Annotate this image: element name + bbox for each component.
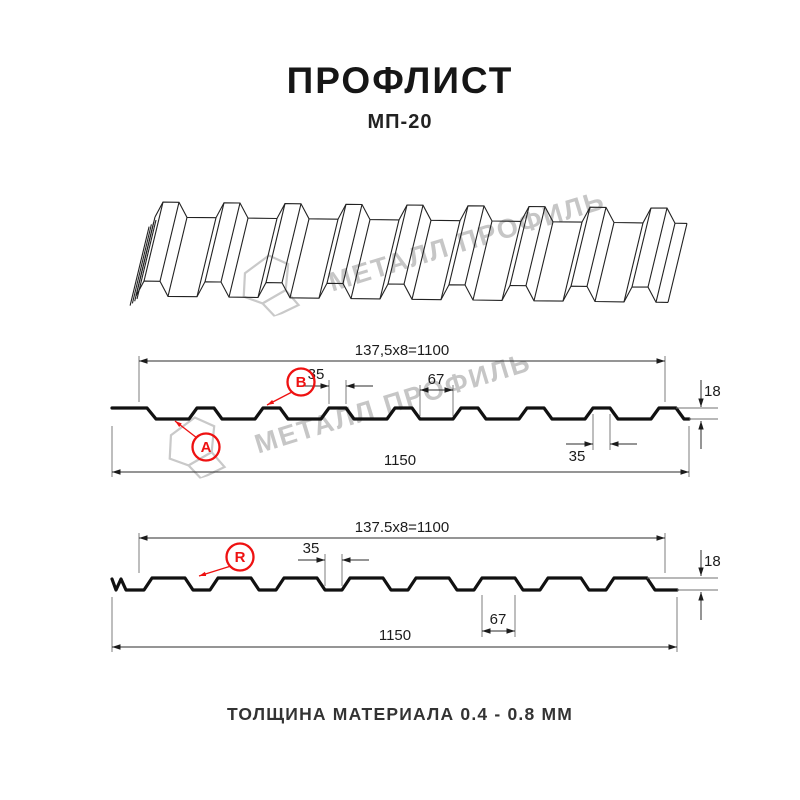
dim-profile-height-bottom: 18 [704, 553, 721, 570]
dim-overall-width-top: 1150 [384, 452, 416, 469]
dim-profile-height-top: 18 [704, 383, 721, 400]
material-thickness-note: ТОЛЩИНА МАТЕРИАЛА 0.4 - 0.8 ММ [226, 704, 574, 724]
profile-section-top: 137,5x8=1100 35 67 35 18 1150 [110, 342, 721, 477]
dim-groove-width: 35 [303, 540, 320, 557]
dim-pitch-total-top: 137,5x8=1100 [355, 342, 449, 359]
page-title: ПРОФЛИСТ [286, 60, 514, 101]
page-subtitle: МП-20 [367, 111, 433, 133]
profile-section-bottom: 137.5x8=1100 35 67 18 1150 R [110, 519, 721, 652]
dim-rib-spacing: 67 [428, 371, 445, 388]
dim-rib-top-width: 35 [308, 366, 325, 383]
label-marker-b [286, 367, 316, 397]
watermark-upper: МЕТАЛЛ ПРОФИЛЬ [232, 155, 609, 324]
dim-rib-width: 67 [490, 611, 507, 628]
label-marker-a [191, 432, 221, 462]
profile-outline [110, 406, 691, 421]
metal-profil-logo-icon [242, 254, 301, 318]
dim-overall-width-bottom: 1150 [379, 627, 411, 644]
dim-pitch-total-bottom: 137.5x8=1100 [355, 519, 449, 536]
label-a-text: A [201, 439, 212, 456]
dim-rib-bottom-width: 35 [569, 448, 586, 465]
label-r-text: R [235, 549, 246, 566]
label-marker-r [225, 542, 255, 572]
sheet-3d-view [129, 201, 688, 306]
profile-outline [110, 576, 679, 592]
label-b-text: B [296, 374, 307, 391]
